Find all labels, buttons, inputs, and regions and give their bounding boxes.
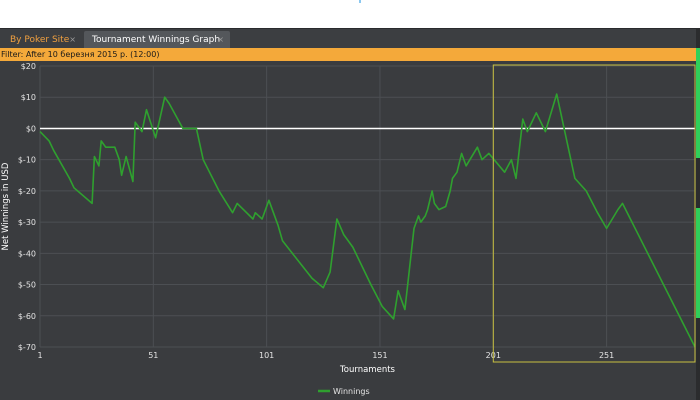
y-tick-label: $10 <box>21 93 36 102</box>
x-axis: 1 51 101 151 201 251 <box>37 351 614 360</box>
y-tick-label: $0 <box>26 124 36 133</box>
x-tick-label: 151 <box>372 351 387 360</box>
close-icon[interactable]: × <box>217 35 224 44</box>
tab-tournament-winnings-graph[interactable]: Tournament Winnings Graph × <box>84 31 230 49</box>
selection-rectangle[interactable] <box>492 64 696 363</box>
y-tick-label: $-50 <box>18 281 36 290</box>
grid <box>39 65 695 348</box>
y-tick-label: $-10 <box>18 156 36 165</box>
y-tick-label: $-20 <box>18 187 36 196</box>
legend-label-winnings: Winnings <box>333 387 370 396</box>
winnings-chart[interactable]: $20$10$0$-10$-20$-30$-40$-50$-60$-70 1 51… <box>0 61 700 400</box>
series-line-winnings <box>39 93 696 348</box>
legend[interactable]: Winnings <box>318 387 370 396</box>
scrollbar-thumb[interactable] <box>696 28 700 400</box>
y-tick-label: $-30 <box>18 218 36 227</box>
tab-by-poker-site[interactable]: By Poker Site × <box>2 31 82 49</box>
filter-text: Filter: After 10 березня 2015 р. (12:00) <box>1 50 160 59</box>
y-tick-label: $-40 <box>18 249 36 258</box>
x-axis-label: Tournaments <box>339 365 396 375</box>
x-tick-label: 251 <box>599 351 614 360</box>
filter-bar[interactable]: Filter: After 10 березня 2015 р. (12:00) <box>0 48 697 61</box>
x-tick-label: 51 <box>148 351 158 360</box>
tab-label: By Poker Site <box>10 35 70 45</box>
tab-bar: By Poker Site × Tournament Winnings Grap… <box>0 28 700 49</box>
close-icon[interactable]: × <box>69 35 76 44</box>
y-tick-label: $20 <box>21 62 36 71</box>
x-tick-label: 101 <box>259 351 274 360</box>
window-marker <box>359 0 361 3</box>
tab-label: Tournament Winnings Graph <box>92 35 221 45</box>
title-strip <box>0 0 700 28</box>
scrollbar[interactable] <box>696 28 700 400</box>
y-axis: $20 $10 $0 $-10 $-20 $-30 $-40 $-50 $-60 $-70 <box>18 62 36 352</box>
y-tick-label: $-60 <box>18 312 36 321</box>
x-tick-label: 1 <box>37 351 42 360</box>
y-tick-label: $-70 <box>18 343 36 352</box>
y-axis-label: Net Winnings in USD <box>1 162 11 250</box>
